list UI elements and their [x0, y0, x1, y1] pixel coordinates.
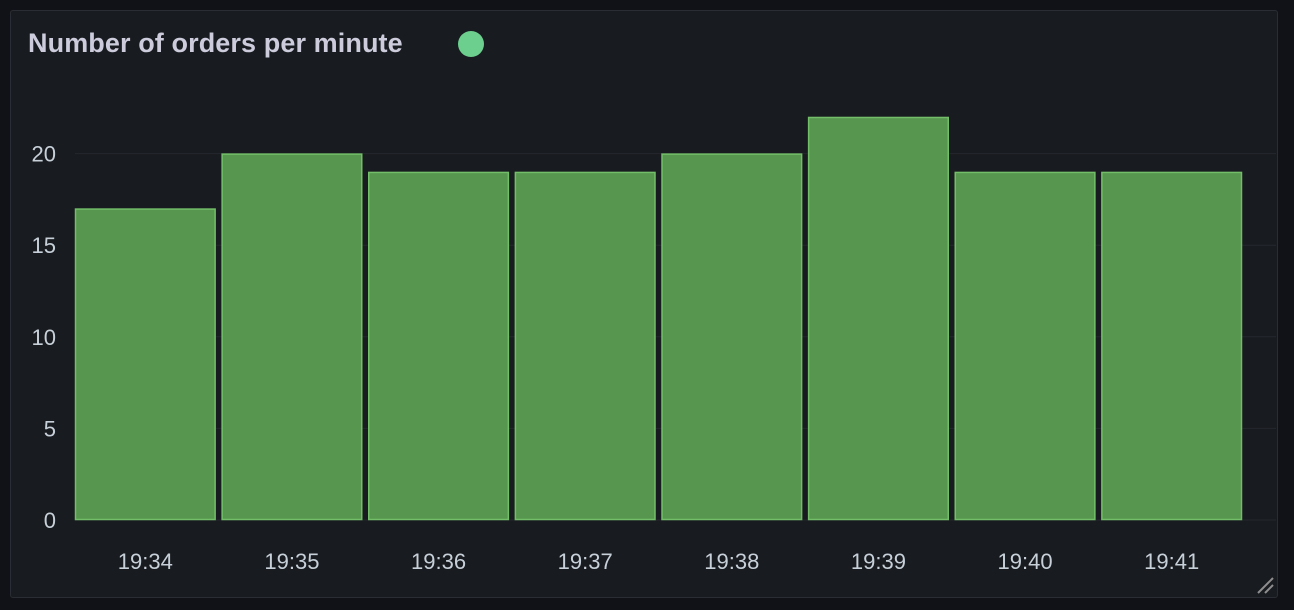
panel-title: Number of orders per minute	[28, 28, 403, 58]
bar[interactable]	[74, 208, 216, 521]
bar[interactable]	[221, 153, 363, 521]
bar[interactable]	[1101, 171, 1243, 521]
bar[interactable]	[661, 153, 803, 521]
x-tick-label: 19:36	[411, 549, 466, 574]
x-tick-label: 19:39	[851, 549, 906, 574]
panel-header[interactable]: Number of orders per minute	[11, 11, 1277, 77]
y-tick-label: 5	[44, 416, 56, 441]
status-dot-icon[interactable]	[458, 31, 484, 57]
x-tick-label: 19:35	[264, 549, 319, 574]
y-tick-label: 10	[32, 325, 56, 350]
bar[interactable]	[514, 171, 656, 521]
y-tick-label: 15	[32, 233, 56, 258]
x-tick-label: 19:37	[558, 549, 613, 574]
bar[interactable]	[807, 116, 949, 521]
x-tick-label: 19:41	[1144, 549, 1199, 574]
bar[interactable]	[368, 171, 510, 521]
x-tick-label: 19:34	[118, 549, 173, 574]
resize-handle-icon[interactable]	[1254, 574, 1274, 594]
y-tick-label: 0	[44, 508, 56, 533]
x-tick-label: 19:40	[998, 549, 1053, 574]
bar[interactable]	[954, 171, 1096, 521]
x-tick-label: 19:38	[704, 549, 759, 574]
y-tick-label: 20	[32, 142, 56, 167]
